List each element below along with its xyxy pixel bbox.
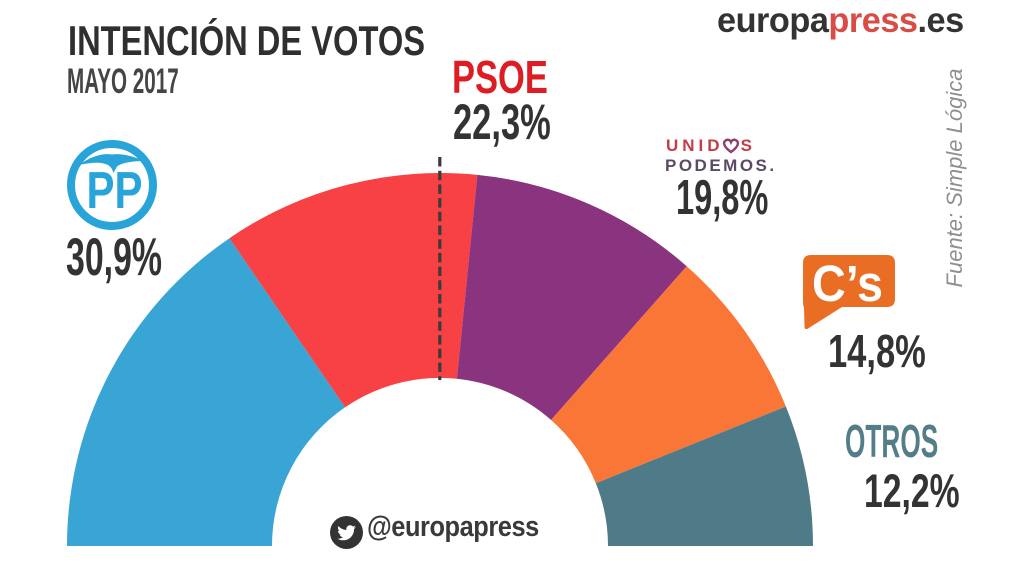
svg-text:P: P [87, 162, 115, 220]
svg-text:C’s: C’s [812, 255, 883, 312]
svg-text:P: P [115, 162, 143, 220]
